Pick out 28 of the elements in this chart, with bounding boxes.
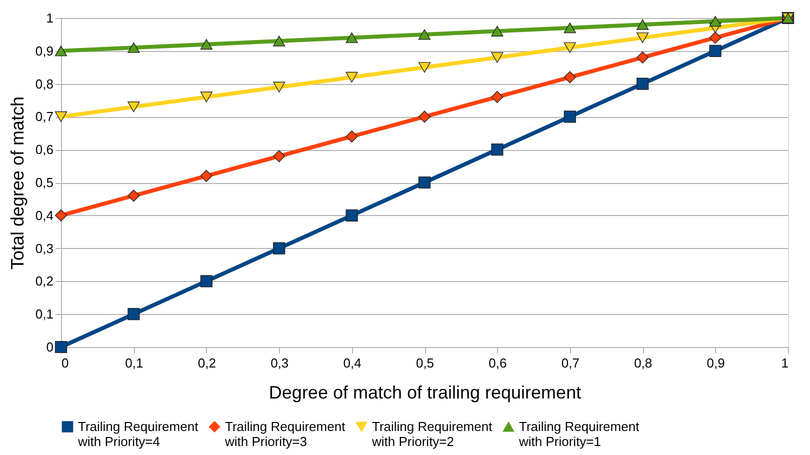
legend-label: Trailing Requirement with Priority=4 bbox=[77, 418, 199, 449]
x-tick-label: 0,9 bbox=[706, 356, 725, 370]
x-tick-label: 1 bbox=[781, 356, 788, 370]
x-tick-label: 0,6 bbox=[488, 356, 507, 370]
y-tick-label: 0,4 bbox=[35, 208, 54, 223]
x-tick-label: 0,8 bbox=[634, 356, 652, 370]
x-axis-title: Degree of match of trailing requirement bbox=[268, 382, 582, 402]
legend-label: Trailing Requirement with Priority=2 bbox=[371, 418, 493, 449]
x-tick-label: 0,5 bbox=[416, 356, 434, 370]
x-tick-label: 0,4 bbox=[343, 356, 362, 370]
y-tick-label: 0,6 bbox=[35, 142, 54, 158]
y-tick-label: 0,3 bbox=[35, 240, 54, 256]
y-tick-label: 0,5 bbox=[35, 175, 54, 190]
x-tick-label: 0,3 bbox=[270, 356, 289, 370]
y-tick-label: 0,2 bbox=[35, 274, 54, 289]
legend-label: Trailing Requirement with Priority=1 bbox=[518, 418, 640, 449]
y-tick-label: 0,1 bbox=[35, 306, 54, 322]
x-tick-label: 0 bbox=[62, 356, 69, 370]
y-tick-label: 0,8 bbox=[35, 76, 54, 92]
y-tick-label: 0,9 bbox=[35, 43, 54, 58]
legend-label: Trailing Requirement with Priority=3 bbox=[224, 418, 346, 449]
x-tick-label: 0,2 bbox=[198, 356, 216, 370]
y-tick-label: 0 bbox=[46, 340, 54, 354]
y-tick-label: 0,7 bbox=[35, 109, 54, 124]
x-tick-label: 0,7 bbox=[561, 356, 580, 370]
y-tick-label: 1 bbox=[46, 10, 54, 26]
y-axis-title: Total degree of match bbox=[7, 96, 28, 270]
x-tick-label: 0,1 bbox=[125, 356, 144, 370]
